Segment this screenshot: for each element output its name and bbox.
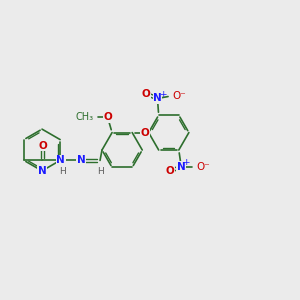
Text: O⁻: O⁻ (196, 162, 210, 172)
Text: +: + (182, 158, 190, 167)
Text: H: H (97, 167, 104, 176)
Text: H: H (58, 167, 65, 176)
Text: N: N (38, 166, 46, 176)
Text: O: O (141, 88, 150, 99)
Text: O: O (166, 166, 175, 176)
Text: O: O (141, 128, 149, 138)
Text: O⁻: O⁻ (172, 91, 186, 101)
Text: O: O (103, 112, 112, 122)
Text: N: N (76, 155, 85, 165)
Text: CH₃: CH₃ (76, 112, 94, 122)
Text: N: N (153, 94, 162, 103)
Text: N: N (56, 155, 65, 165)
Text: O: O (38, 141, 47, 151)
Text: +: + (159, 89, 166, 98)
Text: N: N (177, 162, 186, 172)
